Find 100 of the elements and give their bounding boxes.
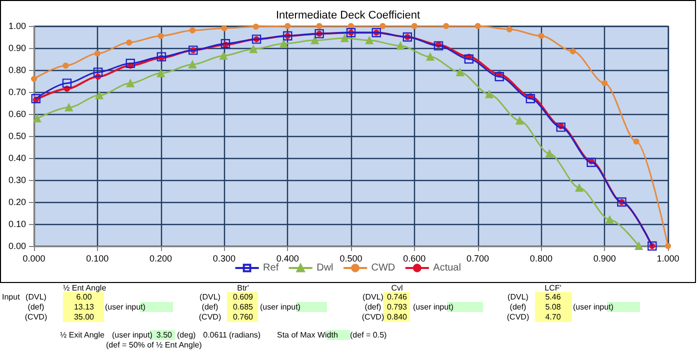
text: (DVL): [200, 292, 220, 302]
text: (user input): [260, 302, 300, 312]
point: [31, 76, 37, 82]
x-tick-label: 0.000: [22, 254, 46, 264]
y-tick-label: 0.50: [8, 131, 26, 141]
point: [62, 78, 72, 88]
y-tick-label: 0.70: [8, 87, 26, 97]
point: [434, 41, 444, 50]
point: [474, 23, 481, 29]
text: (def): [510, 302, 526, 312]
point: [33, 114, 42, 122]
point: [95, 91, 104, 100]
text: 0.685: [232, 302, 254, 312]
point: [516, 116, 524, 125]
point: [464, 54, 474, 64]
y-tick-label: 0.10: [8, 219, 26, 229]
text: (DVL): [26, 292, 46, 302]
point: [570, 48, 576, 54]
point: [126, 79, 134, 88]
y-tick-label: 0.20: [8, 197, 26, 207]
y-tick-label: 0.30: [8, 175, 26, 185]
y-tick-label: 1.00: [8, 21, 26, 31]
text: Btr': [237, 284, 249, 292]
text: (CVD): [506, 312, 530, 322]
text: 13.13: [74, 302, 94, 312]
point: [126, 58, 135, 68]
text: (radians): [229, 330, 261, 340]
point: [340, 34, 349, 42]
text: (user input): [573, 302, 614, 312]
point: [456, 68, 464, 76]
text: (def): [364, 302, 382, 312]
point: [426, 52, 434, 61]
point: [64, 103, 73, 112]
text: 0.840: [386, 312, 408, 322]
x-tick-label: 0.800: [530, 254, 552, 264]
text: (user input): [112, 330, 152, 340]
text: (DVL): [508, 292, 528, 302]
text: 5.08: [545, 302, 561, 312]
point: [665, 243, 671, 249]
text: 3.50: [156, 330, 172, 340]
point: [380, 23, 386, 29]
y-tick-label: 0.00: [8, 241, 26, 251]
x-tick-label: 0.900: [593, 254, 616, 264]
point: [633, 138, 640, 144]
text: (user input): [413, 302, 454, 312]
point: [188, 60, 196, 68]
point: [280, 40, 288, 48]
point: [396, 42, 404, 50]
text: (CVD): [24, 312, 48, 322]
point: [93, 68, 103, 77]
point: [606, 216, 614, 224]
point: [126, 40, 132, 46]
point: [220, 39, 230, 48]
x-tick-label: 0.200: [150, 254, 172, 264]
point: [31, 94, 40, 104]
text: (def = 0.5): [350, 330, 387, 340]
point: [443, 23, 450, 29]
point: [221, 25, 228, 32]
point: [158, 32, 164, 39]
point: [252, 24, 259, 30]
text: (deg): [177, 330, 196, 340]
text: (def): [28, 302, 44, 312]
point: [506, 26, 512, 32]
text: (CVD): [362, 312, 384, 322]
text: (user input): [105, 302, 146, 312]
point: [316, 23, 322, 29]
point: [556, 122, 566, 132]
x-tick-label: 0.600: [403, 254, 426, 264]
point: [365, 36, 374, 44]
point: [494, 72, 504, 82]
text: 0.609: [232, 292, 254, 302]
point: [602, 80, 608, 86]
text: Sta of Max Width: [277, 330, 338, 340]
text: LCF': [544, 284, 562, 292]
text: 35.00: [74, 312, 94, 322]
point: [634, 242, 643, 250]
x-tick-label: 0.100: [86, 254, 109, 264]
point: [220, 52, 228, 60]
x-tick-label: 1.000: [656, 254, 680, 264]
text: (def = 50% of ½ Ent Angle): [106, 340, 202, 350]
text: 0.793: [386, 302, 408, 312]
point: [538, 32, 544, 39]
text: ½ Ent Angle: [63, 284, 106, 292]
point: [485, 90, 494, 98]
point: [575, 184, 584, 192]
point: [94, 50, 100, 56]
text: (DVL): [362, 292, 384, 302]
x-tick-label: 0.300: [212, 254, 236, 264]
text: 5.46: [545, 292, 561, 302]
text: 0.760: [232, 312, 254, 322]
x-tick-label: 0.400: [276, 254, 299, 264]
y-tick-label: 0.60: [8, 109, 26, 119]
text: 0.0611: [203, 330, 227, 340]
text: (def): [202, 302, 218, 312]
text: Input: [2, 292, 20, 302]
point: [586, 158, 596, 167]
legend-label: Dwl: [316, 262, 334, 274]
point: [62, 62, 69, 69]
point: [310, 36, 319, 44]
y-tick-label: 0.90: [8, 43, 26, 53]
